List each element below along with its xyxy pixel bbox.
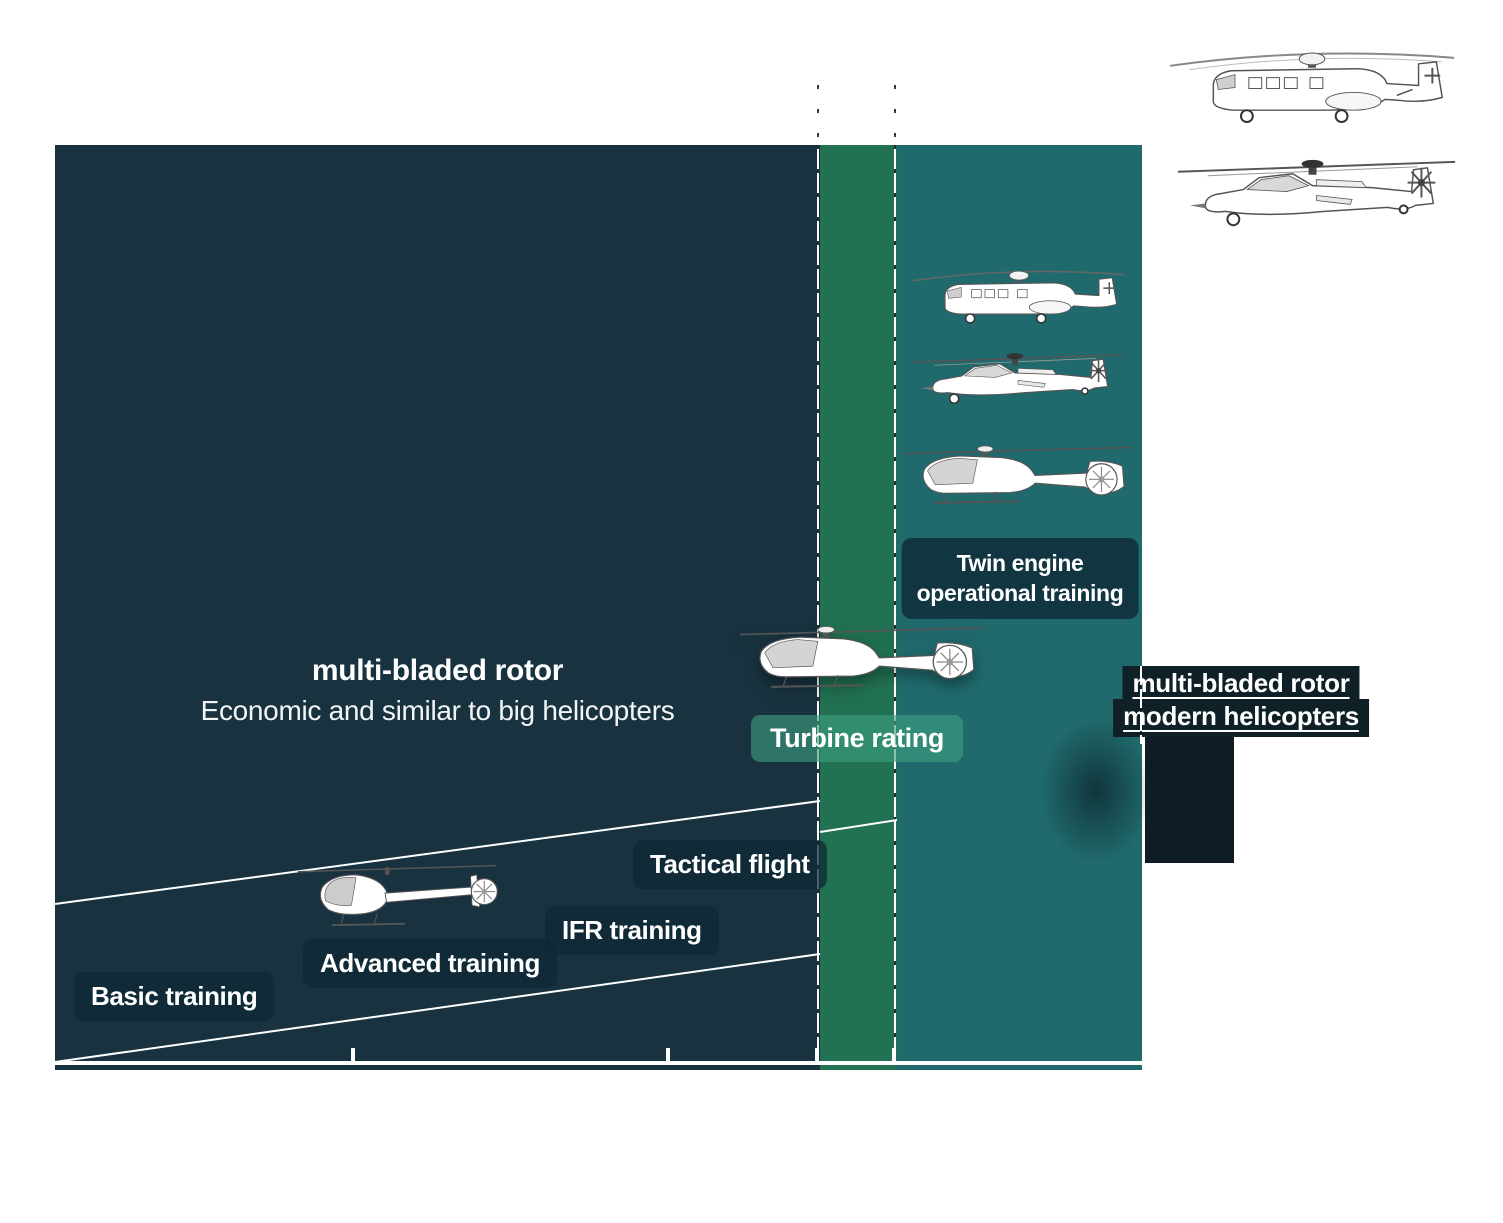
transport-helicopter-icon <box>912 270 1126 324</box>
axis-tick <box>815 1048 819 1062</box>
multi-bladed-rotor-note: multi-bladed rotor Economic and similar … <box>55 654 820 727</box>
dashed-line-right-top <box>894 85 896 145</box>
dashed-line-left <box>817 145 819 1061</box>
green-transition-stripe <box>820 145 897 1070</box>
side-dark-rectangle <box>1145 737 1234 863</box>
dashed-line-left-top <box>817 85 819 145</box>
center-note-title: multi-bladed rotor <box>311 654 564 687</box>
modern-helicopters-note-line1: multi-bladed rotor <box>1122 666 1360 704</box>
ifr-training-label: IFR training <box>545 906 719 955</box>
advanced-training-label: Advanced training <box>303 939 558 988</box>
center-note-subtitle: Economic and similar to big helicopters <box>200 695 675 726</box>
transport-helicopter-icon <box>1169 52 1455 124</box>
axis-tick <box>351 1048 355 1062</box>
modern-helicopters-note-text1: multi-bladed rotor <box>1122 666 1360 704</box>
twin-engine-line1: Twin engine <box>956 550 1084 576</box>
twin-engine-training-label: Twin engine operational training <box>901 538 1139 619</box>
attack-helicopter-icon <box>911 353 1125 405</box>
dashed-line-right <box>894 145 896 1061</box>
side-rect-shadow <box>1040 718 1152 864</box>
trainer-helicopter-icon <box>297 864 498 927</box>
twin-engine-line2: operational training <box>916 580 1124 607</box>
axis-tick <box>666 1048 670 1062</box>
modern-helicopters-note-text2: modern helicopters <box>1113 699 1369 737</box>
basic-training-label: Basic training <box>74 972 275 1021</box>
attack-helicopter-icon <box>1177 159 1456 227</box>
dashed-line-teal-edge <box>1140 666 1142 744</box>
tactical-flight-label: Tactical flight <box>633 840 827 889</box>
turbine-rating-label: Turbine rating <box>751 715 963 762</box>
baseline-axis <box>55 1061 1142 1065</box>
axis-tick <box>892 1048 896 1062</box>
light-single-helicopter-icon <box>739 625 983 688</box>
light-twin-helicopter-icon <box>904 445 1132 504</box>
modern-helicopters-note-line2: modern helicopters <box>1113 699 1369 737</box>
